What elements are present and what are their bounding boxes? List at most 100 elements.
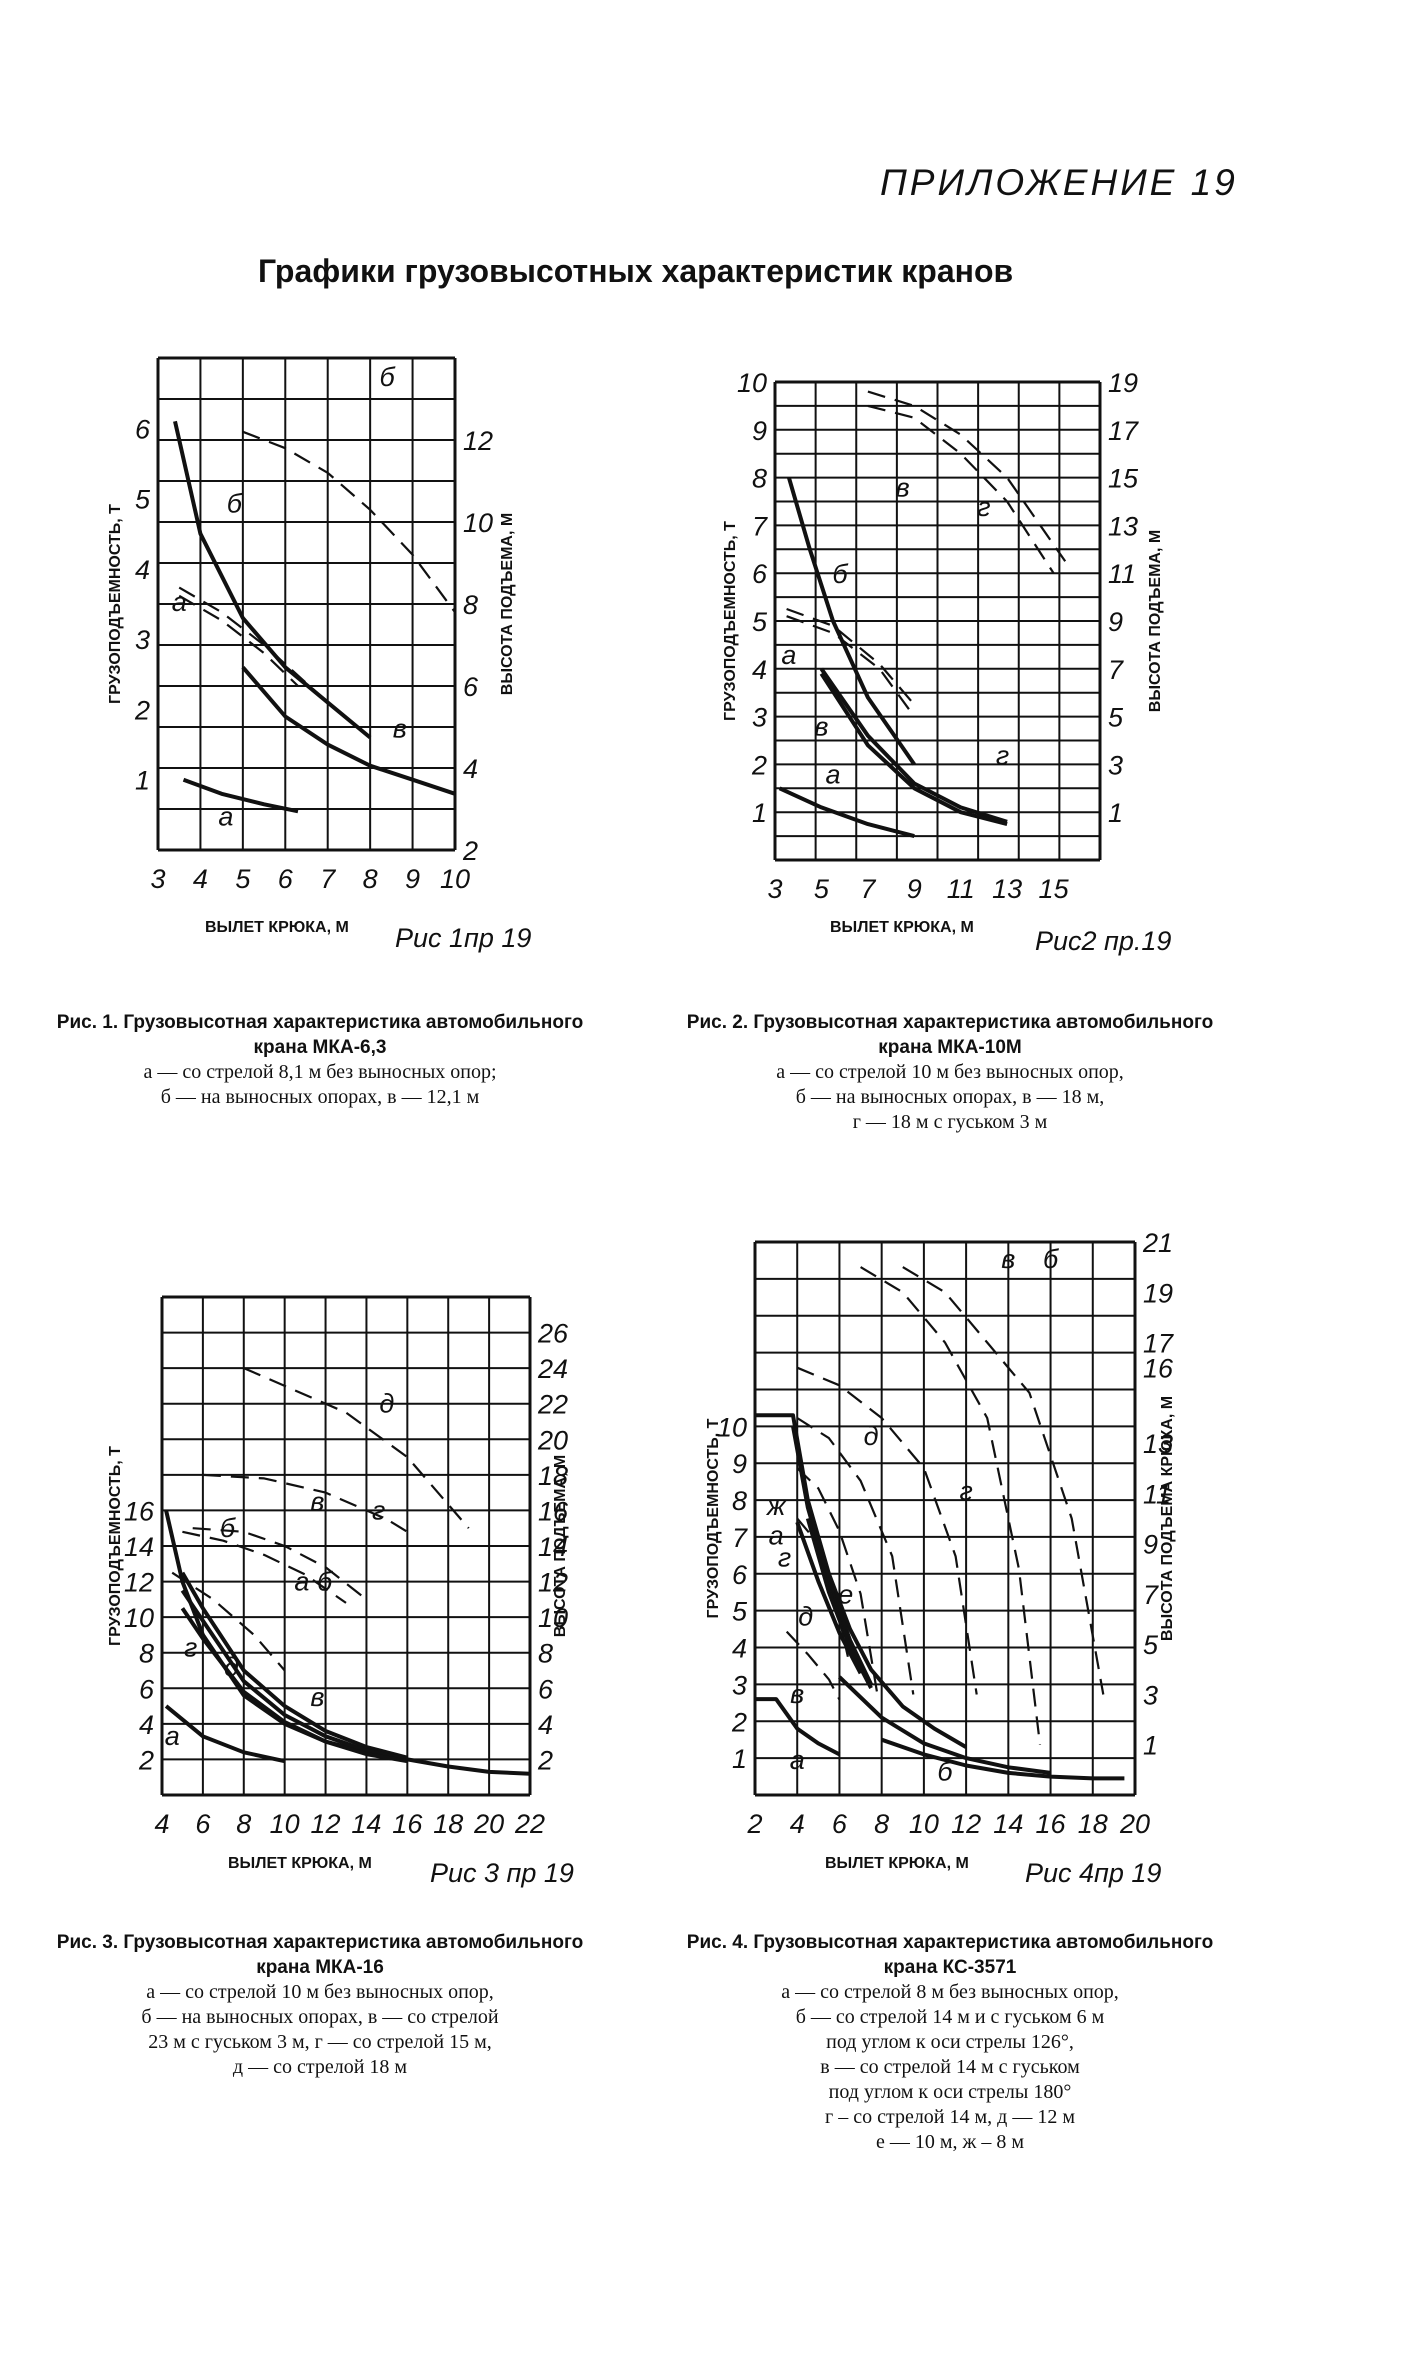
series-load-curve: [819, 672, 1008, 827]
y2-tick-label: 19: [1143, 1278, 1173, 1308]
series-load-curve: [182, 777, 299, 814]
x-tick-label: 4: [154, 1809, 169, 1839]
caption-line: б — со стрелой 14 м и с гуськом 6 м: [795, 2006, 1105, 2028]
x-tick-label: 10: [270, 1809, 300, 1839]
series-height-curve: [242, 430, 456, 613]
series-load-curve: [173, 420, 372, 740]
grid: [160, 1295, 532, 1797]
y-tick-label: 2: [134, 695, 150, 725]
y2-tick-label: 5: [1143, 1630, 1159, 1660]
y2-axis-title: ВЫСОТА ПОДЪЕМА, М: [499, 513, 516, 695]
appendix-heading: ПРИЛОЖЕНИЕ 19: [880, 162, 1238, 203]
x-tick-label: 2: [746, 1809, 762, 1839]
caption-line: г – со стрелой 14 м, д — 12 м: [825, 2106, 1075, 2128]
caption-line: д — со стрелой 18 м: [232, 2056, 408, 2078]
series-load-curve: [180, 1607, 408, 1764]
y2-tick-label: 15: [1108, 464, 1139, 494]
x-tick-label: 5: [814, 874, 830, 904]
x-tick-label: 9: [405, 864, 420, 894]
figure-caption-4: Рис. 4. Грузовысотная характеристика авт…: [660, 1930, 1240, 2155]
y2-axis-title: ВЫСОТА ПОДЪЕМА, М: [552, 1455, 569, 1637]
x-tick-label: 10: [440, 864, 470, 894]
y-tick-label: 10: [124, 1603, 154, 1633]
series-load-curve: [164, 1509, 531, 1776]
y-tick-label: 8: [732, 1486, 747, 1516]
series-height-curve: [178, 594, 299, 687]
series-height-curve: [796, 1417, 915, 1695]
y2-tick-label: 16: [1143, 1354, 1174, 1384]
y2-tick-label: 1: [1108, 798, 1123, 828]
y2-tick-label: 8: [463, 590, 478, 620]
y2-tick-label: 11: [1143, 1479, 1171, 1509]
series-label: б: [227, 489, 243, 519]
y2-tick-label: 8: [538, 1639, 553, 1669]
grid: [773, 380, 1102, 862]
x-tick-label: 12: [951, 1809, 981, 1839]
y2-tick-label: 6: [463, 672, 479, 702]
series-label: б: [937, 1756, 953, 1786]
y2-tick-label: 20: [537, 1425, 568, 1455]
y-tick-label: 2: [731, 1707, 747, 1737]
series-load-curve: [795, 1521, 863, 1675]
y-tick-label: 3: [135, 625, 150, 655]
y-tick-label: 1: [752, 798, 767, 828]
y-tick-label: 1: [135, 766, 150, 796]
y-tick-label: 10: [717, 1412, 747, 1442]
y2-tick-label: 24: [537, 1354, 568, 1384]
series-height-curve: [202, 1473, 408, 1533]
series-label: в: [814, 712, 828, 742]
y2-tick-label: 14: [538, 1532, 568, 1562]
x-tick-label: 15: [1039, 874, 1070, 904]
x-tick-label: 9: [907, 874, 922, 904]
figure-reference: Рис 3 пр 19: [430, 1858, 574, 1888]
series-label: а: [790, 1745, 805, 1775]
y-tick-label: 5: [732, 1597, 748, 1627]
y-tick-label: 6: [752, 559, 768, 589]
caption-line: а — со стрелой 10 м без выносных опор,: [146, 1981, 494, 2003]
series-load-curve: [805, 1517, 873, 1690]
series-label: а б: [294, 1566, 333, 1596]
figure-caption-3: Рис. 3. Грузовысотная характеристика авт…: [40, 1930, 600, 2080]
y2-tick-label: 21: [1142, 1228, 1173, 1258]
figure-reference: Рис2 пр.19: [1035, 926, 1171, 956]
series-label: г: [184, 1632, 197, 1662]
series-height-curve: [178, 586, 329, 704]
y2-tick-label: 17: [1143, 1329, 1174, 1359]
caption-title: Рис. 2. Грузовысотная характеристика авт…: [686, 1012, 1214, 1058]
y2-tick-label: 7: [1108, 655, 1124, 685]
x-tick-label: 3: [767, 874, 782, 904]
series-height-curve: [171, 1571, 286, 1672]
y2-tick-label: 3: [1143, 1680, 1158, 1710]
series-height-curve: [796, 1366, 978, 1695]
x-tick-label: 6: [195, 1809, 211, 1839]
series-load-curve: [786, 477, 916, 766]
y-axis-title: ГРУЗОПОДЪЕМНОСТЬ, Т: [705, 1418, 722, 1618]
y-tick-label: 9: [732, 1449, 747, 1479]
y2-tick-label: 4: [538, 1710, 553, 1740]
caption-line: а — со стрелой 8 м без выносных опор,: [781, 1981, 1119, 2003]
y-axis-title: ГРУЗОПОДЪЕМНОСТЬ, Т: [107, 504, 124, 704]
x-tick-label: 12: [311, 1809, 341, 1839]
x-tick-label: 20: [1119, 1809, 1150, 1839]
x-tick-label: 8: [363, 864, 378, 894]
caption-line: г — 18 м с гуськом 3 м: [852, 1111, 1048, 1133]
x-tick-label: 22: [514, 1809, 545, 1839]
series-load-curve: [164, 1704, 286, 1764]
x-tick-label: 20: [473, 1809, 504, 1839]
y-axis-title: ГРУЗОПОДЪЕМНОСТЬ, Т: [722, 521, 739, 721]
y-tick-label: 6: [139, 1674, 155, 1704]
series-height-curve: [902, 1266, 1105, 1695]
series-label: в: [393, 714, 407, 744]
grid: [156, 356, 457, 852]
series-label: е: [838, 1579, 853, 1609]
figure-reference: Рис 4пр 19: [1025, 1858, 1161, 1888]
caption-line: б — на выносных опорах, в — со стрелой: [141, 2006, 499, 2028]
x-tick-label: 11: [947, 874, 975, 904]
y-tick-label: 6: [732, 1560, 748, 1590]
y-tick-label: 4: [732, 1634, 747, 1664]
series-label: г: [372, 1495, 385, 1525]
y-tick-label: 6: [135, 414, 151, 444]
series-label: д: [798, 1601, 813, 1631]
x-axis-title: ВЫЛЕТ КРЮКА, М: [830, 919, 974, 936]
caption-line: 23 м с гуськом 3 м, г — со стрелой 15 м,: [148, 2031, 492, 2053]
